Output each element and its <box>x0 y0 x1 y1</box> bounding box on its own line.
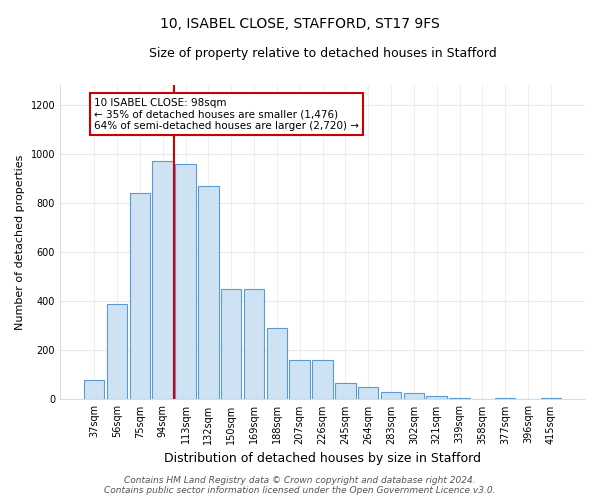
Bar <box>244 289 264 400</box>
Bar <box>427 396 447 400</box>
Bar <box>107 304 127 400</box>
Bar <box>381 392 401 400</box>
Bar <box>84 380 104 400</box>
Bar <box>312 360 333 400</box>
Bar <box>152 162 173 400</box>
Text: 10 ISABEL CLOSE: 98sqm
← 35% of detached houses are smaller (1,476)
64% of semi-: 10 ISABEL CLOSE: 98sqm ← 35% of detached… <box>94 98 359 130</box>
Bar <box>221 289 241 400</box>
X-axis label: Distribution of detached houses by size in Stafford: Distribution of detached houses by size … <box>164 452 481 465</box>
Bar <box>289 360 310 400</box>
Title: Size of property relative to detached houses in Stafford: Size of property relative to detached ho… <box>149 48 496 60</box>
Bar <box>541 398 561 400</box>
Bar <box>449 398 470 400</box>
Bar <box>198 186 218 400</box>
Y-axis label: Number of detached properties: Number of detached properties <box>15 154 25 330</box>
Bar <box>130 194 150 400</box>
Text: Contains HM Land Registry data © Crown copyright and database right 2024.
Contai: Contains HM Land Registry data © Crown c… <box>104 476 496 495</box>
Bar <box>404 394 424 400</box>
Bar <box>335 384 356 400</box>
Bar <box>495 398 515 400</box>
Text: 10, ISABEL CLOSE, STAFFORD, ST17 9FS: 10, ISABEL CLOSE, STAFFORD, ST17 9FS <box>160 18 440 32</box>
Bar <box>358 387 379 400</box>
Bar <box>266 328 287 400</box>
Bar <box>175 164 196 400</box>
